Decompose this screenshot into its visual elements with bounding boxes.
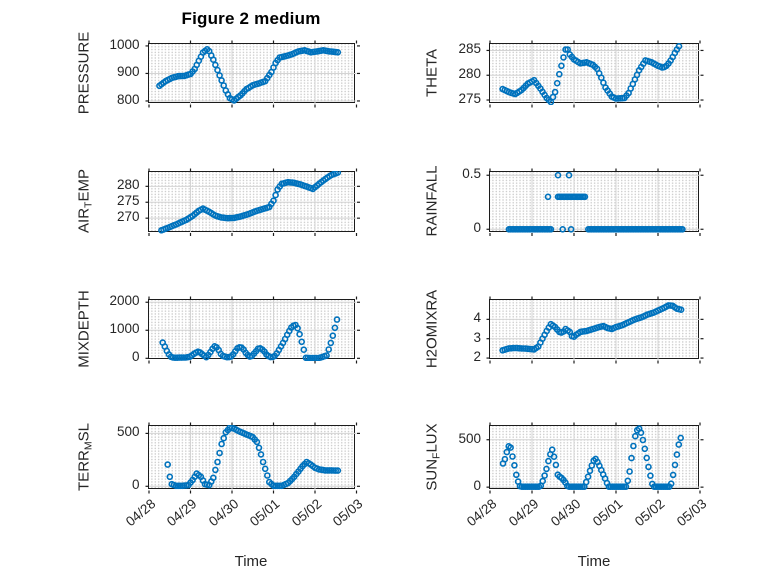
scatter-series	[499, 302, 685, 354]
y-axis-label-rainfall: RAINFALL	[423, 165, 441, 237]
y-tick-label: 270	[116, 209, 140, 225]
y-tick-label: 2	[473, 349, 481, 365]
plot-area-mixdepth	[145, 296, 360, 364]
y-tick-label: 0	[473, 220, 481, 236]
subplot-theta	[486, 40, 704, 108]
plot-area-rainfall	[486, 168, 704, 236]
figure-title: Figure 2 medium	[181, 9, 321, 28]
axis-ticks	[145, 168, 360, 236]
x-axis-title-left: Time	[234, 553, 268, 570]
axis-ticks	[486, 40, 704, 108]
y-tick-label: 500	[458, 430, 481, 446]
y-axis-label-h2omixra: H2OMIXRA	[423, 289, 441, 369]
scatter-series	[157, 171, 341, 234]
subplot-mixdepth	[145, 296, 360, 364]
y-axis-label-pressure: PRESSURE	[75, 31, 92, 115]
y-tick-label: 0	[131, 349, 140, 365]
y-axis-label-air-temp: AIRTEMP	[75, 169, 94, 234]
plot-area-sun-flux	[486, 422, 704, 494]
subplot-air-temp	[145, 168, 360, 236]
y-tick-label: 280	[116, 177, 140, 193]
y-tick-label: 0.5	[462, 166, 481, 182]
y-tick-label: 2000	[109, 293, 140, 309]
y-tick-label: 1000	[109, 321, 140, 337]
plot-area-theta	[486, 40, 704, 108]
y-axis-label-sun-flux: SUNFLUX	[423, 423, 443, 491]
scatter-series	[499, 43, 683, 105]
plot-area-h2omixra	[486, 296, 704, 364]
subplot-terr-msl	[145, 422, 360, 494]
grid-lines	[148, 300, 356, 360]
plot-area-pressure	[145, 40, 360, 108]
y-tick-label: 900	[116, 64, 140, 80]
axis-ticks	[486, 168, 704, 236]
y-tick-label: 500	[116, 424, 140, 440]
y-tick-label: 800	[116, 91, 140, 107]
y-axis-label-terr-msl: TERRMSL	[75, 423, 94, 491]
plot-area-terr-msl	[145, 422, 360, 494]
axis-ticks	[486, 422, 704, 494]
y-tick-label: 285	[458, 41, 481, 57]
grid-lines	[490, 172, 700, 233]
y-tick-label: 0	[473, 478, 481, 494]
y-tick-label: 3	[473, 329, 481, 345]
subplot-rainfall	[486, 168, 704, 236]
y-tick-label: 275	[458, 91, 481, 107]
y-tick-label: 275	[116, 193, 140, 209]
scatter-series	[155, 46, 341, 104]
scatter-series	[499, 425, 684, 491]
y-tick-label: 4	[473, 310, 481, 326]
axis-ticks	[486, 296, 704, 364]
scatter-series	[158, 316, 340, 361]
subplot-h2omixra	[486, 296, 704, 364]
subplot-sun-flux	[486, 422, 704, 494]
y-tick-label: 1000	[109, 36, 140, 52]
axis-ticks	[145, 40, 360, 108]
plot-area-air-temp	[145, 168, 360, 236]
grid-lines	[490, 44, 700, 104]
axis-ticks	[145, 422, 360, 494]
y-tick-label: 280	[458, 66, 481, 82]
y-tick-label: 0	[131, 477, 140, 493]
scatter-series	[505, 171, 686, 233]
y-axis-label-mixdepth: MIXDEPTH	[75, 290, 92, 368]
subplot-pressure	[145, 40, 360, 108]
scatter-series	[163, 425, 341, 490]
x-axis-title-right: Time	[577, 553, 611, 570]
y-axis-label-theta: THETA	[423, 48, 441, 98]
